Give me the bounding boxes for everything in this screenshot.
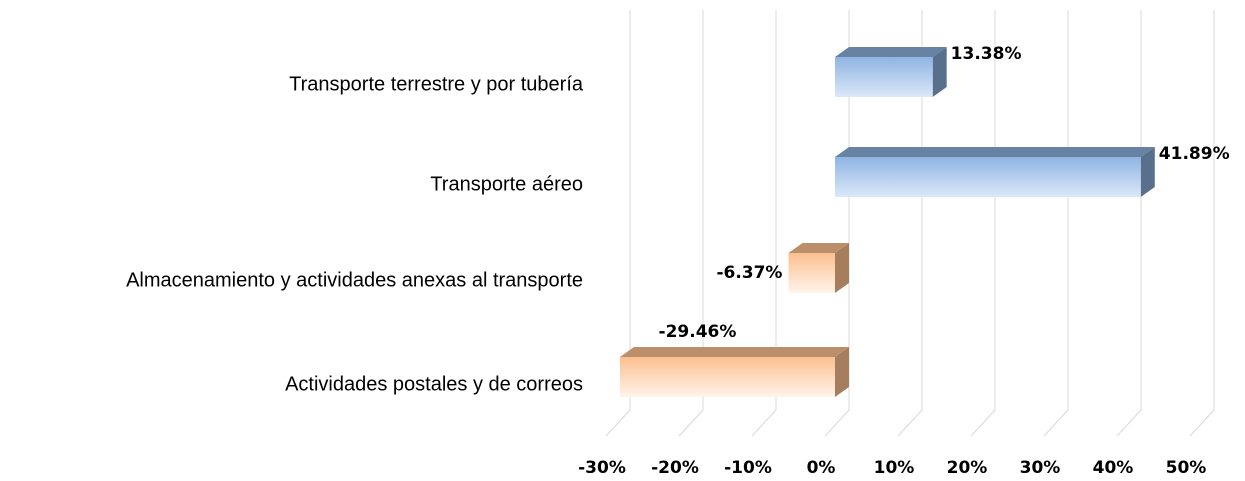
- category-label: Actividades postales y de correos: [285, 373, 583, 395]
- grid-line: [678, 10, 704, 437]
- x-tick-label: 50%: [1166, 458, 1207, 478]
- bar: [788, 243, 849, 293]
- value-label: 41.89%: [1159, 144, 1230, 164]
- x-tick-label: 20%: [947, 458, 988, 478]
- category-label: Transporte aéreo: [430, 173, 583, 195]
- category-label: Transporte terrestre y por tubería: [289, 73, 584, 95]
- bar-face: [835, 47, 947, 57]
- grid-line: [1189, 10, 1215, 437]
- bar-face: [1140, 147, 1155, 197]
- x-tick-label: 0%: [807, 458, 836, 478]
- bar: [835, 47, 947, 97]
- bar-face: [835, 157, 1141, 197]
- value-label: -6.37%: [716, 263, 782, 283]
- bar-face: [835, 243, 849, 293]
- bar-face: [835, 57, 933, 97]
- bar-face: [835, 347, 849, 397]
- grid-line: [897, 10, 923, 437]
- x-tick-label: 40%: [1093, 458, 1134, 478]
- category-label: Almacenamiento y actividades anexas al t…: [126, 269, 583, 291]
- x-tick-label: -20%: [651, 458, 699, 478]
- bar-face: [788, 243, 849, 253]
- bar-face: [788, 253, 835, 293]
- x-tick-label: -10%: [724, 458, 772, 478]
- bar-face: [932, 47, 947, 97]
- grid-line: [605, 10, 631, 437]
- grid-line: [824, 10, 850, 437]
- bar: [835, 147, 1155, 197]
- x-tick-label: -30%: [578, 458, 626, 478]
- grid-line: [1116, 10, 1142, 437]
- value-label: 13.38%: [951, 44, 1022, 64]
- bar-face: [619, 357, 835, 397]
- grid-line: [1043, 10, 1069, 437]
- grid-line: [970, 10, 996, 437]
- x-tick-label: 10%: [874, 458, 915, 478]
- value-label: -29.46%: [659, 322, 737, 342]
- bar-face: [835, 147, 1155, 157]
- grid-line: [751, 10, 777, 437]
- x-tick-label: 30%: [1020, 458, 1061, 478]
- bar-face: [619, 347, 849, 357]
- bar: [619, 347, 849, 397]
